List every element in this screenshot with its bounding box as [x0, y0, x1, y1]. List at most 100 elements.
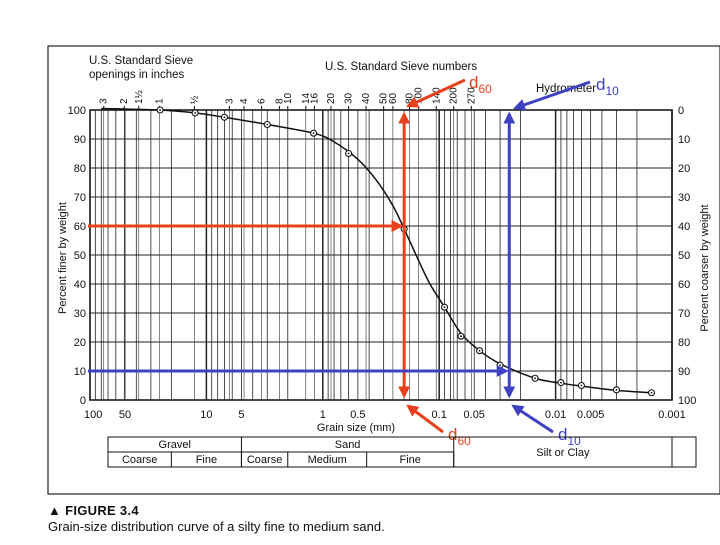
figure-label: ▲ FIGURE 3.4	[48, 503, 139, 518]
data-point-center	[194, 112, 197, 114]
class-sub-label: Fine	[399, 454, 420, 466]
data-point-center	[650, 391, 653, 394]
class-group-label: Gravel	[159, 439, 191, 451]
class-sub-label: Coarse	[122, 454, 157, 466]
y-tick-left: 40	[74, 279, 86, 291]
sieve-number-label: 40	[361, 92, 372, 104]
sieve-number-label: 20	[326, 92, 337, 104]
data-point-center	[347, 152, 350, 155]
data-point-center	[615, 388, 618, 391]
y-tick-right: 30	[678, 192, 690, 204]
sieve-number-label: 50	[379, 92, 390, 104]
sieve-inch-label: ½	[189, 95, 200, 104]
d10-bottom-callout-arrow	[511, 404, 554, 434]
x-axis-label: Grain size (mm)	[317, 422, 395, 434]
y-tick-left: 60	[74, 221, 86, 233]
d60-top-callout-arrow	[405, 78, 466, 108]
class-sub-label: Coarse	[247, 454, 282, 466]
d10-label-subscript: 10	[605, 84, 619, 98]
y-axis-left-label: Percent finer by weight	[57, 202, 69, 314]
sieve-number-label: 100	[414, 87, 425, 104]
y-tick-right: 0	[678, 105, 684, 117]
x-tick-label: 1	[320, 409, 326, 421]
sieve-inch-label: 1½	[134, 89, 145, 104]
d60-label-letter: d	[469, 73, 478, 92]
data-point-center	[223, 116, 226, 119]
sieve-number-label: 10	[283, 92, 294, 104]
y-tick-right: 20	[678, 163, 690, 175]
d10-label-letter: d	[558, 425, 567, 444]
figure-caption: Grain-size distribution curve of a silty…	[48, 519, 385, 534]
y-tick-left: 10	[74, 366, 86, 378]
y-tick-left: 0	[80, 395, 86, 407]
data-point-center	[534, 377, 537, 380]
sieve-number-label: 3	[224, 98, 235, 104]
sieve-number-label: 6	[257, 98, 268, 104]
class-group-label: Sand	[335, 439, 361, 451]
sieve-inch-label: 2	[119, 98, 130, 104]
sieve-number-label: 4	[239, 98, 250, 104]
sieve-number-label: 8	[274, 98, 285, 104]
d10-top-label: d10	[596, 75, 619, 98]
data-point-center	[312, 132, 315, 135]
class-sub-label: Medium	[308, 454, 347, 466]
y-tick-right: 80	[678, 337, 690, 349]
data-point-center	[560, 381, 562, 384]
x-tick-label: 0.5	[350, 409, 365, 421]
x-tick-label: 0.05	[464, 409, 485, 421]
data-point-center	[478, 349, 481, 352]
y-tick-left: 70	[74, 192, 86, 204]
data-point-center	[580, 384, 583, 387]
grid-layer	[89, 106, 673, 401]
d60-label-subscript: 60	[457, 434, 471, 448]
d60-label-letter: d	[448, 425, 457, 444]
x-tick-label: 0.005	[577, 409, 605, 421]
sieve-number-label: 16	[309, 92, 320, 104]
sieve-inch-title-2: openings in inches	[89, 69, 185, 81]
d60-top-label: d60	[469, 73, 492, 96]
data-point-center	[159, 109, 161, 111]
sieve-number-label: 270	[466, 87, 477, 104]
figure-number: FIGURE 3.4	[65, 503, 139, 518]
y-tick-right: 10	[678, 134, 690, 146]
sieve-number-title: U.S. Standard Sieve numbers	[325, 61, 477, 73]
sieve-number-label: 60	[388, 92, 399, 104]
d60-label-subscript: 60	[478, 82, 492, 96]
sieve-inch-title-1: U.S. Standard Sieve	[89, 55, 193, 67]
y-tick-left: 100	[68, 105, 86, 117]
x-tick-label: 50	[119, 409, 131, 421]
sieve-inch-label: 1	[154, 98, 165, 104]
y-tick-right: 60	[678, 279, 690, 291]
axis-tick-labels: 0102030405060708090100100908070605040302…	[68, 105, 697, 421]
figure-frame	[47, 45, 720, 495]
sieve-inch-label: 3	[99, 98, 110, 104]
y-tick-left: 30	[74, 308, 86, 320]
sieve-number-label: 30	[344, 92, 355, 104]
y-tick-left: 50	[74, 250, 86, 262]
curve-layer	[101, 106, 656, 397]
x-tick-label: 0.01	[545, 409, 566, 421]
y-tick-left: 90	[74, 134, 86, 146]
x-tick-label: 100	[84, 409, 102, 421]
sieve-number-label: 140	[431, 87, 442, 104]
y-axis-right-label: Percent coarser by weight	[699, 204, 711, 331]
data-point-center	[443, 306, 446, 309]
y-tick-right: 90	[678, 366, 690, 378]
y-tick-left: 20	[74, 337, 86, 349]
x-tick-label: 10	[200, 409, 212, 421]
distribution-curve	[101, 107, 652, 394]
data-point-center	[266, 123, 269, 126]
y-tick-left: 80	[74, 163, 86, 175]
data-point-center	[499, 364, 501, 367]
d10-label-subscript: 10	[567, 434, 581, 448]
y-tick-right: 40	[678, 221, 690, 233]
triangle-marker-icon: ▲	[48, 503, 62, 518]
y-tick-right: 50	[678, 250, 690, 262]
d60-bottom-callout-arrow	[406, 404, 444, 434]
x-tick-label: 0.001	[658, 409, 686, 421]
